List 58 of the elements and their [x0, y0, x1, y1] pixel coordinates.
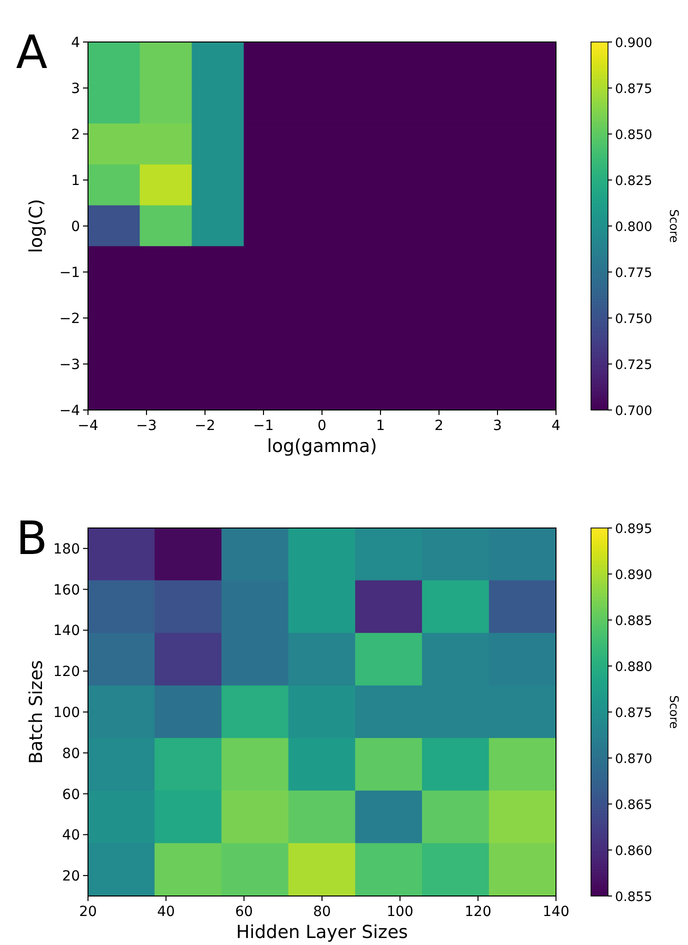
y-tick-label: −3: [59, 357, 80, 373]
x-tick-label: −3: [136, 418, 157, 434]
x-tick-label: 120: [464, 904, 492, 920]
x-tick-label: 100: [386, 904, 414, 920]
x-tick-label: −2: [194, 418, 216, 434]
color-bar-label: 0.870: [615, 752, 652, 767]
x-tick-label: 80: [313, 904, 331, 920]
text: B: [16, 511, 48, 565]
x-axis-title: Hidden Layer Sizes: [236, 922, 408, 943]
y-tick-label: 1: [71, 173, 80, 189]
color-bar-label: 0.855: [615, 890, 652, 905]
y-tick-label: 80: [62, 746, 80, 762]
x-tick-label: −1: [253, 418, 274, 434]
y-tick-label: 3: [71, 81, 80, 97]
x-tick-label: 2: [434, 418, 444, 434]
color-bar-label: 0.825: [615, 174, 652, 189]
y-tick-label: −1: [59, 265, 80, 281]
color-bar-label: 0.865: [615, 798, 652, 813]
y-tick-label: 180: [53, 541, 80, 558]
y-tick-label: 160: [53, 582, 80, 598]
color-bar-label: 0.880: [615, 660, 652, 675]
x-tick-label: 60: [235, 904, 253, 920]
y-tick-label: 140: [53, 623, 80, 640]
y-tick-label: 60: [62, 786, 80, 803]
x-tick-label: 3: [493, 418, 502, 434]
y-tick-label: −4: [59, 403, 80, 419]
color-bar-label: 0.775: [615, 266, 652, 281]
color-bar-label: 0.875: [615, 706, 652, 721]
y-axis-title: log(C): [26, 198, 47, 254]
y-tick-label: 4: [71, 35, 80, 51]
x-tick-label: 0: [318, 418, 326, 434]
color-bar-label: 0.725: [615, 358, 652, 373]
color-bar-title: Score: [667, 695, 681, 729]
y-tick-label: 2: [71, 127, 80, 143]
color-bar-label: 0.900: [615, 36, 652, 51]
y-tick-label: 120: [53, 664, 80, 680]
text: A: [16, 25, 48, 79]
color-bar-label: 0.700: [615, 404, 652, 419]
color-bar-label: 0.860: [615, 844, 652, 859]
y-tick-label: −2: [59, 311, 80, 327]
x-tick-label: 1: [376, 418, 385, 434]
x-axis-title: log(gamma): [266, 436, 378, 457]
color-bar-label: 0.750: [615, 312, 652, 327]
y-tick-label: 20: [62, 868, 80, 885]
color-bar-label: 0.875: [615, 82, 652, 97]
y-tick-label: 0: [71, 219, 80, 235]
color-bar-label: 0.890: [615, 568, 652, 583]
color-bar-label: 0.895: [615, 522, 652, 537]
y-tick-label: 40: [62, 828, 80, 844]
y-tick-label: 100: [53, 705, 80, 721]
color-bar-title: Score: [667, 209, 681, 243]
color-bar-label: 0.885: [615, 614, 652, 629]
x-tick-label: 4: [552, 418, 561, 434]
y-axis-title: Batch Sizes: [26, 660, 47, 764]
x-tick-label: 140: [542, 904, 570, 920]
color-bar-label: 0.850: [615, 128, 652, 143]
x-tick-label: 40: [157, 904, 175, 920]
color-bar-label: 0.800: [615, 220, 652, 235]
